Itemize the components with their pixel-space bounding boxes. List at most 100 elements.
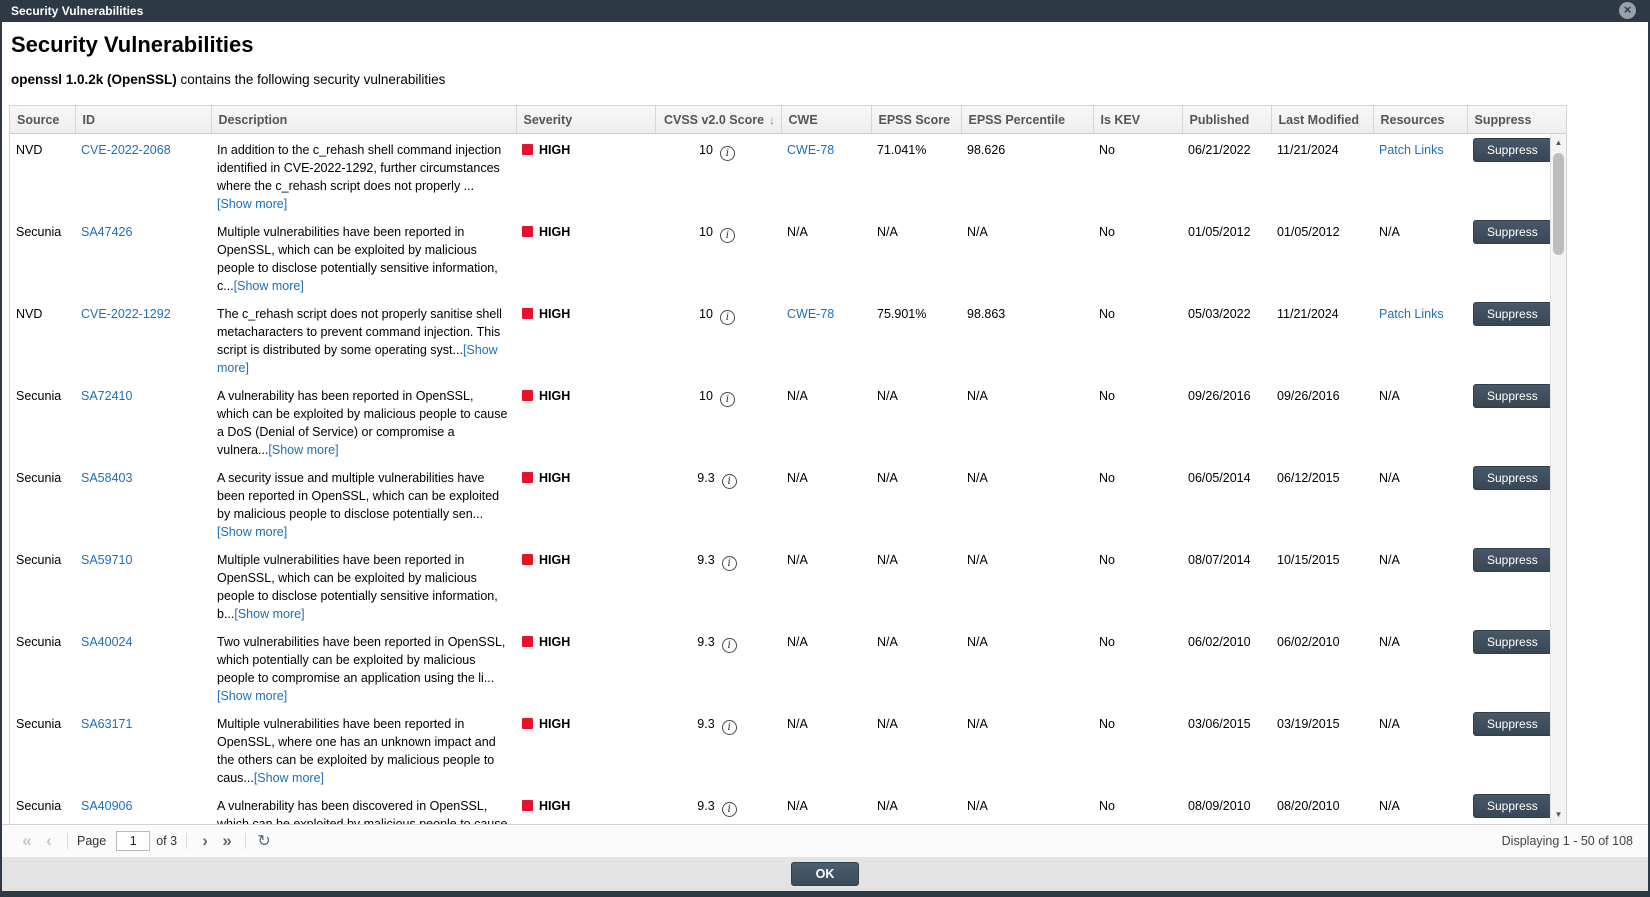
cwe-link[interactable]: CWE-78: [787, 143, 835, 157]
column-label: Severity: [523, 112, 573, 127]
cell-published: 05/03/2022: [1188, 307, 1251, 321]
vulnerability-id-link[interactable]: SA63171: [81, 717, 133, 731]
cell-is-kev: No: [1099, 553, 1115, 567]
info-icon[interactable]: i: [721, 474, 737, 489]
last-page-button[interactable]: »: [222, 831, 232, 850]
cell-cwe: N/A: [781, 626, 871, 708]
show-more-link[interactable]: [Show more]: [217, 343, 498, 375]
suppress-button[interactable]: Suppress: [1473, 138, 1551, 162]
next-page-button[interactable]: ›: [202, 831, 208, 850]
page-number-input[interactable]: [116, 831, 151, 851]
cell-description: A security issue and multiple vulnerabil…: [211, 462, 516, 544]
info-icon[interactable]: i: [721, 638, 737, 653]
cell-id: SA72410: [75, 380, 211, 462]
cell-severity: HIGH: [516, 790, 655, 824]
show-more-link[interactable]: [Show more]: [233, 279, 304, 293]
column-header-resources[interactable]: Resources: [1373, 106, 1468, 133]
patch-links-link[interactable]: Patch Links: [1379, 143, 1444, 157]
column-label: EPSS Score: [878, 112, 951, 127]
scroll-down-icon[interactable]: ▼: [1554, 810, 1563, 819]
show-more-link[interactable]: [Show more]: [217, 197, 288, 211]
ok-button[interactable]: OK: [790, 862, 860, 886]
cwe-link[interactable]: CWE-78: [787, 307, 835, 321]
patch-links-link[interactable]: Patch Links: [1379, 307, 1444, 321]
vulnerability-id-link[interactable]: SA58403: [81, 471, 133, 485]
column-header-description[interactable]: Description: [211, 106, 517, 133]
severity-high-icon: [522, 144, 533, 155]
cell-cwe: N/A: [781, 216, 871, 298]
vulnerability-id-link[interactable]: SA40906: [81, 799, 133, 813]
cwe-value: N/A: [787, 389, 808, 403]
info-icon[interactable]: i: [721, 802, 737, 817]
column-label: Is KEV: [1100, 112, 1141, 127]
first-page-button[interactable]: «: [22, 831, 32, 850]
table-row[interactable]: Secunia SA72410 A vulnerability has been r…: [10, 380, 1551, 462]
severity-high-icon: [522, 718, 533, 729]
suppress-button[interactable]: Suppress: [1473, 794, 1551, 818]
table-row[interactable]: Secunia SA58403 A security issue and multi…: [10, 462, 1551, 544]
cell-epss-score: N/A: [877, 799, 898, 813]
scrollbar-thumb[interactable]: [1553, 153, 1564, 255]
refresh-icon[interactable]: ↻: [257, 833, 271, 850]
cwe-value: N/A: [787, 717, 808, 731]
suppress-button[interactable]: Suppress: [1473, 302, 1551, 326]
column-header-published[interactable]: Published: [1182, 106, 1272, 133]
show-more-link[interactable]: [Show more]: [234, 607, 305, 621]
show-more-link[interactable]: [Show more]: [217, 525, 288, 539]
info-icon[interactable]: i: [721, 556, 737, 571]
cell-cvss-score: 9.3 i: [655, 708, 781, 790]
vulnerability-id-link[interactable]: SA72410: [81, 389, 133, 403]
vulnerability-id-link[interactable]: CVE-2022-2068: [81, 143, 171, 157]
cell-suppress: Suppress: [1467, 790, 1551, 824]
info-icon[interactable]: i: [719, 228, 735, 243]
show-more-link[interactable]: [Show more]: [217, 689, 288, 703]
cell-is-kev: No: [1099, 307, 1115, 321]
suppress-button[interactable]: Suppress: [1473, 548, 1551, 572]
scroll-up-icon[interactable]: ▲: [1554, 138, 1563, 147]
column-header-last-modified[interactable]: Last Modified: [1271, 106, 1374, 133]
vertical-scrollbar[interactable]: ▲ ▼: [1550, 134, 1566, 824]
cell-severity: HIGH: [516, 216, 655, 298]
table-row[interactable]: Secunia SA63171 Multiple vulnerabilities h…: [10, 708, 1551, 790]
table-row[interactable]: Secunia SA40906 A vulnerability has been d…: [10, 790, 1551, 824]
close-icon[interactable]: ×: [1619, 2, 1636, 19]
cell-is-kev: No: [1099, 143, 1115, 157]
column-header-epss-percentile[interactable]: EPSS Percentile: [961, 106, 1094, 133]
column-header-cwe[interactable]: CWE: [781, 106, 872, 133]
show-more-link[interactable]: [Show more]: [253, 771, 324, 785]
info-icon[interactable]: i: [719, 310, 735, 325]
column-header-epss-score[interactable]: EPSS Score: [871, 106, 962, 133]
table-row[interactable]: Secunia SA40024 Two vulnerabilities have b…: [10, 626, 1551, 708]
suppress-button[interactable]: Suppress: [1473, 712, 1551, 736]
column-header-cvss-v2-0-score[interactable]: CVSS v2.0 Score ↓: [655, 106, 782, 133]
vulnerability-id-link[interactable]: CVE-2022-1292: [81, 307, 171, 321]
prev-page-button[interactable]: ‹: [46, 831, 52, 850]
column-header-id[interactable]: ID: [75, 106, 212, 133]
vulnerability-id-link[interactable]: SA47426: [81, 225, 133, 239]
info-icon[interactable]: i: [719, 146, 735, 161]
table-row[interactable]: Secunia SA59710 Multiple vulnerabilities h…: [10, 544, 1551, 626]
column-label: Last Modified: [1278, 112, 1360, 127]
vulnerability-id-link[interactable]: SA40024: [81, 635, 133, 649]
column-header-severity[interactable]: Severity: [516, 106, 656, 133]
vulnerability-id-link[interactable]: SA59710: [81, 553, 133, 567]
cwe-value: N/A: [787, 553, 808, 567]
suppress-button[interactable]: Suppress: [1473, 220, 1551, 244]
cell-resources: Patch Links: [1373, 298, 1467, 380]
info-icon[interactable]: i: [721, 720, 737, 735]
column-header-source[interactable]: Source: [10, 106, 76, 133]
table-row[interactable]: NVD CVE-2022-2068 In addition to the c_reh…: [10, 134, 1551, 216]
suppress-button[interactable]: Suppress: [1473, 384, 1551, 408]
suppress-button[interactable]: Suppress: [1473, 466, 1551, 490]
table-row[interactable]: NVD CVE-2022-1292 The c_rehash script does…: [10, 298, 1551, 380]
severity-label: HIGH: [539, 389, 571, 403]
suppress-button[interactable]: Suppress: [1473, 630, 1551, 654]
cell-cvss-score: 9.3 i: [655, 544, 781, 626]
source-label: Secunia: [16, 799, 62, 813]
cell-is-kev: No: [1099, 635, 1115, 649]
info-icon[interactable]: i: [719, 392, 735, 407]
cvss-score-value: 9.3: [697, 635, 715, 649]
column-header-is-kev[interactable]: Is KEV: [1093, 106, 1183, 133]
show-more-link[interactable]: [Show more]: [268, 443, 339, 457]
table-row[interactable]: Secunia SA47426 Multiple vulnerabilities h…: [10, 216, 1551, 298]
